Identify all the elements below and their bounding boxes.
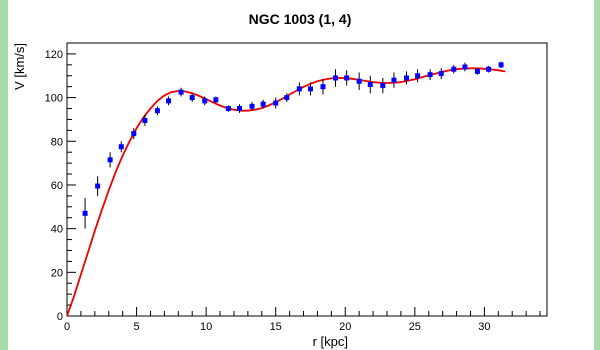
data-point (462, 64, 468, 70)
data-point (356, 78, 362, 84)
y-axis-label: V [km/s] (12, 43, 27, 90)
data-point (178, 89, 184, 95)
data-point (202, 98, 208, 104)
x-tick-label: 5 (134, 321, 140, 333)
data-point (166, 98, 172, 104)
data-points-layer (82, 61, 504, 229)
y-tick-label: 100 (45, 93, 63, 105)
data-point (154, 108, 160, 114)
fit-curve-line (66, 67, 506, 317)
data-point (118, 144, 124, 150)
y-tick-label: 60 (51, 180, 63, 192)
x-tick-label: 30 (478, 321, 490, 333)
data-point (225, 106, 231, 112)
x-tick-label: 25 (409, 321, 421, 333)
data-point (273, 100, 279, 106)
data-point (427, 72, 433, 78)
data-point (344, 75, 350, 81)
data-point (307, 86, 313, 92)
rotation-curve-chart: NGC 1003 (1, 4) 0 5 10 15 20 25 30 0 20 40 60 80 100… (12, 11, 548, 349)
data-point (451, 66, 457, 72)
data-point (474, 68, 480, 74)
fit-curve-layer (66, 67, 506, 317)
data-point (284, 95, 290, 101)
data-point (486, 66, 492, 72)
data-point (131, 131, 137, 137)
data-point (498, 62, 504, 68)
plot-frame (66, 42, 548, 317)
data-point (142, 118, 148, 124)
data-point (320, 84, 326, 90)
data-point (189, 95, 195, 101)
y-tick-label: 20 (51, 267, 63, 279)
data-point (438, 71, 444, 77)
data-point (213, 97, 219, 103)
y-tick-label: 0 (57, 311, 63, 323)
axes: 0 5 10 15 20 25 30 0 20 40 60 80 100 120 (45, 49, 541, 333)
data-point (296, 86, 302, 92)
x-tick-label: 0 (64, 321, 70, 333)
x-tick-label: 10 (200, 321, 212, 333)
data-point (333, 75, 339, 81)
data-point (249, 103, 255, 109)
x-tick-label: 20 (339, 321, 351, 333)
data-point (391, 77, 397, 83)
y-tick-label: 120 (45, 49, 63, 61)
data-point (95, 183, 101, 189)
data-point (403, 75, 409, 81)
y-tick-label: 40 (51, 224, 63, 236)
data-point (260, 101, 266, 107)
data-point (82, 210, 88, 216)
data-point (380, 83, 386, 89)
data-point (107, 157, 113, 163)
data-point (237, 106, 243, 112)
data-point (367, 81, 373, 87)
x-axis-label: r [kpc] (313, 334, 348, 349)
chart-title: NGC 1003 (1, 4) (249, 11, 352, 27)
y-tick-label: 80 (51, 136, 63, 148)
data-point (415, 73, 421, 79)
chart-canvas: NGC 1003 (1, 4) 0 5 10 15 20 25 30 0 20 40 60 80 100… (8, 0, 594, 350)
x-tick-label: 15 (270, 321, 282, 333)
